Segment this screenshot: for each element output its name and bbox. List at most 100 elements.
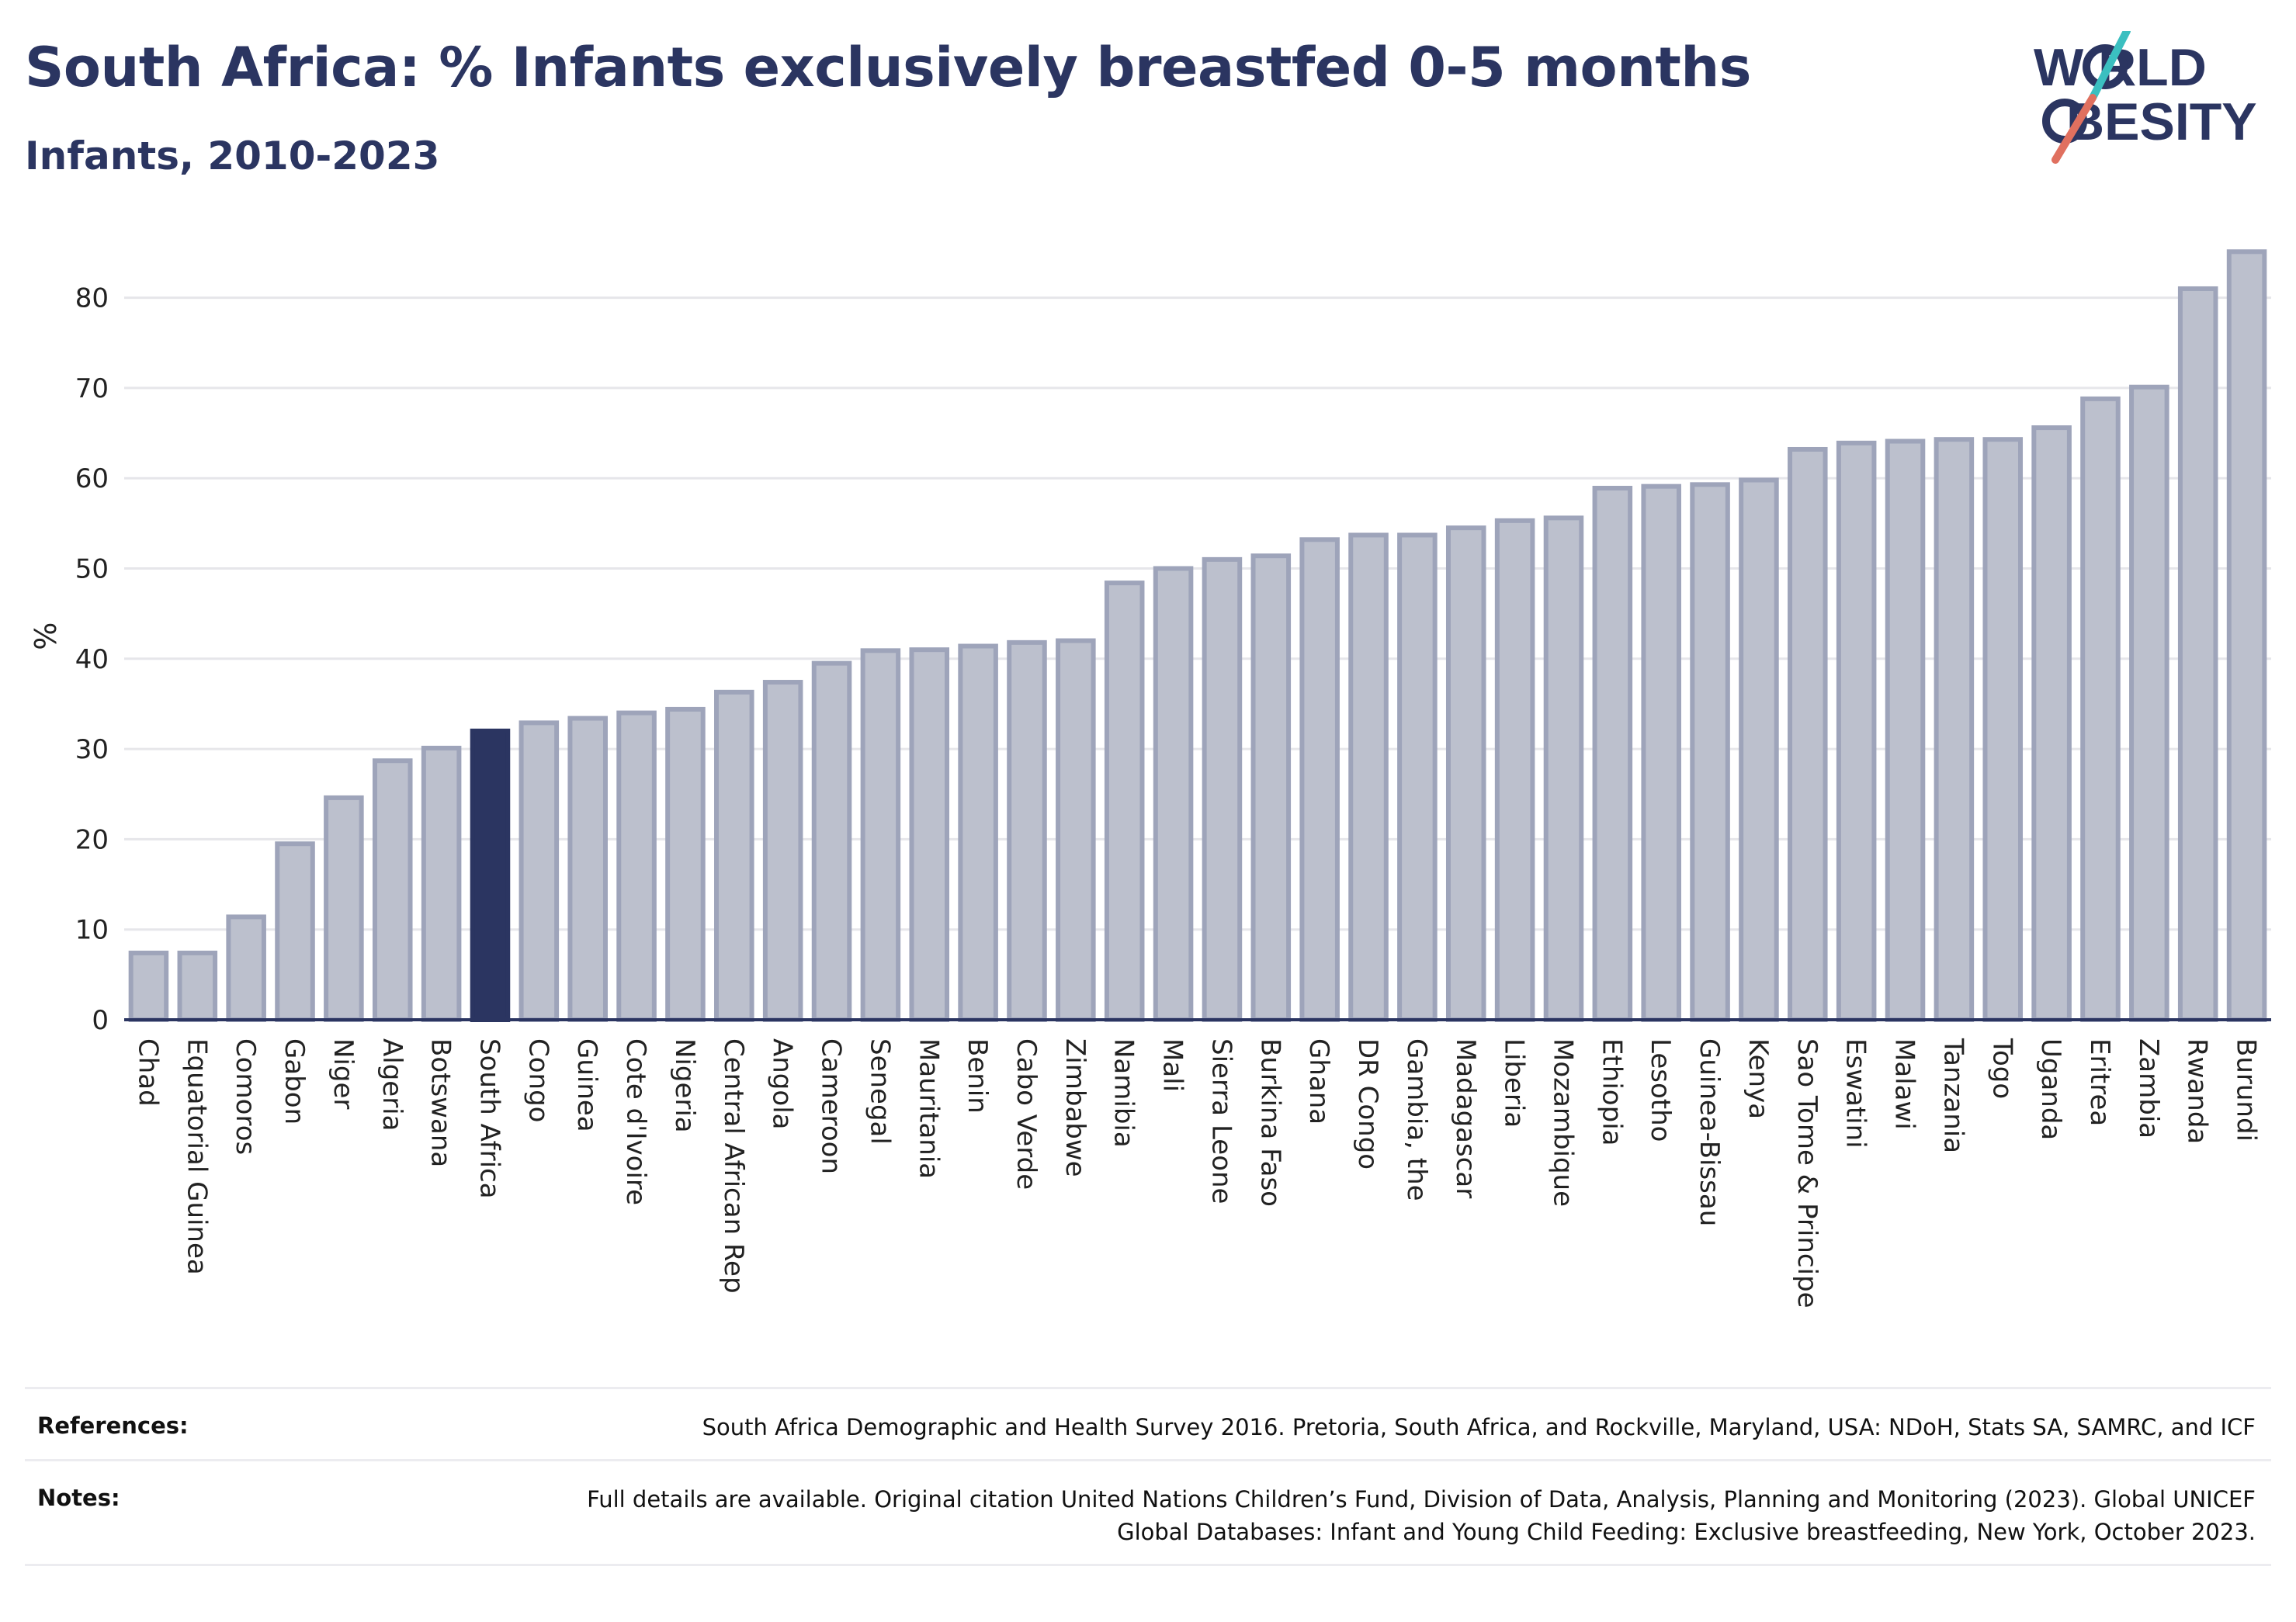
bar-lesotho (1641, 483, 1681, 1022)
world-obesity-logo: W RLD BESITY (2018, 27, 2274, 171)
bar-uganda (2031, 425, 2072, 1022)
x-tick-label: Uganda (2035, 1038, 2066, 1140)
x-tick-label: Gambia, the (1401, 1038, 1432, 1201)
logo-line2: BESITY (2066, 92, 2257, 151)
references-label: References: (37, 1412, 189, 1439)
y-tick-label: 60 (75, 463, 109, 494)
bar-congo (519, 720, 560, 1022)
y-tick-label: 70 (75, 373, 109, 404)
notes-text: Full details are available. Original cit… (587, 1486, 2256, 1545)
bar-niger (324, 795, 364, 1022)
y-tick-label: 80 (75, 283, 109, 314)
x-tick-label: Madagascar (1450, 1038, 1481, 1198)
x-tick-label: Central African Rep (718, 1038, 749, 1294)
x-tick-label: Rwanda (2182, 1038, 2213, 1144)
y-tick-label: 0 (92, 1005, 109, 1036)
x-tick-label: Equatorial Guinea (181, 1038, 212, 1275)
x-tick-label: Guinea (571, 1038, 602, 1132)
x-axis-labels: Chad Equatorial Guinea Comoros Gabon Niger Al… (132, 1038, 2261, 1308)
bar-mauritania (909, 647, 950, 1022)
bar-kenya (1739, 477, 1779, 1022)
bar-guinea-bissau (1690, 482, 1730, 1022)
bar-cote-d-ivoire (616, 710, 657, 1023)
bar-zimbabwe (1056, 638, 1096, 1022)
x-tick-label: Mali (1157, 1038, 1188, 1092)
x-tick-label: Mauritania (913, 1038, 944, 1179)
bar-mali (1153, 566, 1194, 1022)
y-axis-label: % (29, 622, 63, 650)
bar-rwanda (2177, 286, 2218, 1023)
bar-central-african-rep (714, 689, 754, 1022)
x-tick-label: Namibia (1108, 1038, 1139, 1148)
x-tick-label: Kenya (1743, 1038, 1774, 1119)
bar-senegal (860, 648, 901, 1022)
bar-burundi (2226, 249, 2267, 1023)
bar-mozambique (1543, 515, 1584, 1022)
y-tick-label: 10 (75, 915, 109, 946)
bar-namibia (1104, 581, 1145, 1023)
bar-south-africa (470, 728, 511, 1023)
x-tick-label: Senegal (864, 1038, 895, 1145)
footer: References: South Africa Demographic and… (25, 1387, 2271, 1566)
x-tick-label: Cabo Verde (1011, 1038, 1042, 1190)
x-tick-label: Eswatini (1840, 1038, 1871, 1149)
x-tick-label: Togo (1986, 1038, 2017, 1099)
y-tick-label: 50 (75, 554, 109, 585)
x-tick-label: South Africa (473, 1038, 505, 1199)
bar-togo (1982, 437, 2024, 1023)
x-tick-label: Chad (132, 1038, 163, 1107)
bar-comoros (226, 914, 266, 1023)
x-tick-label: Algeria (376, 1038, 408, 1131)
bar-cameroon (811, 660, 852, 1022)
x-tick-label: Sierra Leone (1205, 1038, 1236, 1204)
bar-eswatini (1836, 440, 1877, 1022)
bar-eritrea (2080, 396, 2121, 1022)
x-tick-label: Benin (962, 1038, 993, 1114)
x-tick-label: Sao Tome & Principe (1791, 1038, 1823, 1308)
x-tick-label: Niger (328, 1038, 359, 1109)
x-tick-label: Mozambique (1547, 1038, 1578, 1207)
logo-slash-coral (2051, 94, 2097, 164)
x-tick-label: Burkina Faso (1254, 1038, 1285, 1207)
notes-label: Notes: (37, 1485, 120, 1511)
x-tick-label: Zambia (2133, 1038, 2164, 1139)
footer-bottom-line (25, 1564, 2271, 1566)
x-tick-label: Ghana (1303, 1038, 1334, 1125)
bar-gabon (275, 841, 315, 1023)
logo-o-ring (2083, 44, 2128, 89)
chart-subtitle: Infants, 2010-2023 (25, 133, 440, 178)
bar-madagascar (1445, 525, 1486, 1023)
bar-dr-congo (1348, 532, 1389, 1022)
bar-tanzania (1934, 437, 1975, 1023)
x-tick-label: Tanzania (1937, 1038, 1968, 1153)
chart-title: South Africa: % Infants exclusively brea… (25, 36, 1751, 99)
logo-slash-teal (2089, 27, 2131, 102)
x-tick-label: Comoros (230, 1038, 261, 1155)
notes-row: Notes: Full details are available. Origi… (25, 1459, 2271, 1564)
x-tick-label: Congo (522, 1038, 553, 1122)
x-tick-label: Gabon (279, 1038, 310, 1125)
bar-cabo-verde (1007, 639, 1047, 1023)
x-tick-label: Botswana (425, 1038, 456, 1167)
x-tick-label: Zimbabwe (1060, 1038, 1091, 1177)
bar-guinea (567, 716, 608, 1022)
x-tick-label: Nigeria (669, 1038, 700, 1133)
bar-benin (958, 643, 998, 1022)
x-tick-label: Cote d'Ivoire (620, 1038, 651, 1205)
bar-malawi (1885, 438, 1926, 1022)
y-axis-ticks: 0 10 20 30 40 50 60 70 80 (75, 283, 109, 1036)
bar-sao-tome-principe (1788, 446, 1828, 1022)
bar-algeria (372, 758, 413, 1022)
bar-liberia (1494, 518, 1535, 1022)
bar-sierra-leone (1202, 556, 1243, 1022)
x-tick-label: Angola (767, 1038, 798, 1129)
y-tick-label: 30 (75, 734, 109, 765)
bar-nigeria (665, 706, 706, 1022)
x-tick-label: Malawi (1889, 1038, 1920, 1130)
bar-ethiopia (1592, 485, 1633, 1023)
bar-gambia-the (1397, 532, 1438, 1022)
bars (128, 249, 2267, 1023)
x-tick-label: Ethiopia (1596, 1038, 1627, 1145)
references-text: South Africa Demographic and Health Surv… (702, 1414, 2256, 1440)
